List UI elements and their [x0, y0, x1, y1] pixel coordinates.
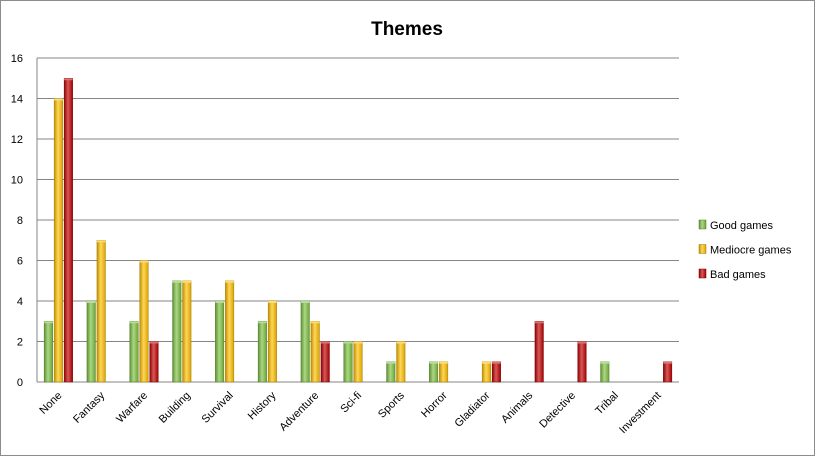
bar-cap: [429, 361, 438, 364]
legend-label: Mediocre games: [710, 245, 792, 257]
y-tick-label: 8: [17, 215, 23, 227]
y-tick-label: 6: [17, 256, 23, 268]
x-tick-label: Sports: [376, 389, 407, 420]
x-tick-label: Detective: [537, 390, 578, 431]
bar-cap: [64, 78, 73, 81]
bar-bad-games-warfare: [149, 341, 159, 383]
y-tick-label: 4: [17, 296, 23, 308]
bar-mediocre-games-gladiator: [481, 361, 491, 383]
x-tick-label: Horror: [419, 389, 450, 420]
y-tick-label: 16: [11, 53, 23, 65]
bar-cap: [310, 321, 320, 324]
bar-cap: [44, 321, 53, 324]
bar-bad-games-gladiator: [491, 361, 501, 383]
bar-good-games-adventure: [300, 300, 310, 383]
x-tick-label: Building: [157, 390, 193, 426]
bar-cap: [320, 341, 330, 344]
bar-cap: [182, 280, 192, 283]
bar-bad-games-detective: [577, 341, 587, 383]
bar-cap: [300, 301, 310, 303]
bar-bad-games-none: [63, 78, 73, 383]
bar-cap: [482, 361, 491, 364]
bars: [43, 78, 673, 383]
bar-mediocre-games-history: [267, 300, 277, 383]
chart-title: Themes: [371, 19, 443, 40]
bar-bad-games-animals: [534, 321, 544, 383]
y-tick-label: 12: [11, 134, 23, 146]
bar-cap: [54, 98, 63, 101]
bar-cap: [600, 361, 610, 364]
bar-good-games-warfare: [129, 321, 139, 383]
y-tick-label: 14: [11, 94, 23, 106]
x-tick-label: None: [37, 390, 64, 417]
bar-good-games-horror: [429, 361, 439, 383]
bar-cap: [96, 240, 106, 243]
x-tick-label: Adventure: [277, 390, 321, 434]
bar-cap: [663, 361, 672, 364]
bar-good-games-fantasy: [86, 300, 96, 383]
bar-cap: [492, 361, 501, 364]
bar-mediocre-games-adventure: [310, 321, 320, 383]
legend-swatch: [698, 244, 707, 254]
bar-cap: [172, 280, 182, 283]
x-tick-label: Sci-fi: [338, 390, 364, 416]
bar-cap: [149, 341, 159, 344]
x-axis-ticks: None Fantasy Warfare Building Survival Histor…: [37, 389, 663, 436]
bar-cap: [86, 301, 96, 303]
y-tick-label: 10: [11, 175, 23, 187]
bar-cap: [225, 280, 234, 283]
bar-mediocre-games-horror: [439, 361, 449, 383]
bar-mediocre-games-sports: [396, 341, 406, 383]
x-tick-label: Warfare: [114, 390, 150, 426]
bar-mediocre-games-sci-fi: [353, 341, 363, 383]
bar-good-games-building: [172, 280, 182, 383]
x-tick-label: Survival: [200, 390, 236, 426]
bar-cap: [343, 341, 353, 344]
bar-mediocre-games-fantasy: [96, 240, 106, 383]
bar-good-games-survival: [215, 300, 225, 383]
y-axis-ticks: 0 2 4 6 8 10 12 14 16: [11, 53, 23, 389]
legend-swatch: [698, 219, 707, 230]
bar-cap: [258, 321, 267, 324]
y-tick-label: 0: [17, 377, 23, 389]
x-tick-label: Animals: [499, 389, 536, 426]
bar-cap: [353, 341, 363, 344]
y-tick-label: 2: [17, 337, 23, 349]
bar-cap: [386, 361, 396, 364]
bar-good-games-sports: [386, 361, 396, 383]
bar-cap: [439, 361, 448, 364]
bar-bad-games-investment: [663, 361, 673, 383]
x-tick-label: Gladiator: [452, 389, 492, 429]
bar-cap: [577, 341, 587, 344]
bar-cap: [215, 301, 224, 303]
bar-cap: [534, 321, 544, 324]
x-tick-label: Investment: [617, 390, 664, 437]
bar-mediocre-games-warfare: [139, 260, 149, 383]
legend: Good games Mediocre games Bad games: [698, 219, 792, 281]
legend-label: Good games: [710, 220, 773, 232]
bar-good-games-tribal: [600, 361, 610, 383]
bar-cap: [268, 301, 277, 303]
bar-mediocre-games-survival: [225, 280, 235, 383]
x-tick-label: Tribal: [593, 390, 621, 418]
bar-mediocre-games-none: [53, 98, 63, 383]
bar-good-games-sci-fi: [343, 341, 353, 383]
legend-label: Bad games: [710, 269, 766, 281]
bar-cap: [396, 341, 406, 344]
bar-good-games-history: [257, 321, 267, 383]
bar-bad-games-adventure: [320, 341, 330, 383]
x-tick-label: Fantasy: [71, 389, 108, 426]
legend-swatch: [698, 268, 707, 279]
bar-cap: [139, 260, 149, 263]
bar-good-games-none: [43, 321, 53, 383]
bar-mediocre-games-building: [182, 280, 192, 383]
bar-cap: [129, 321, 139, 324]
x-tick-label: History: [246, 389, 279, 422]
